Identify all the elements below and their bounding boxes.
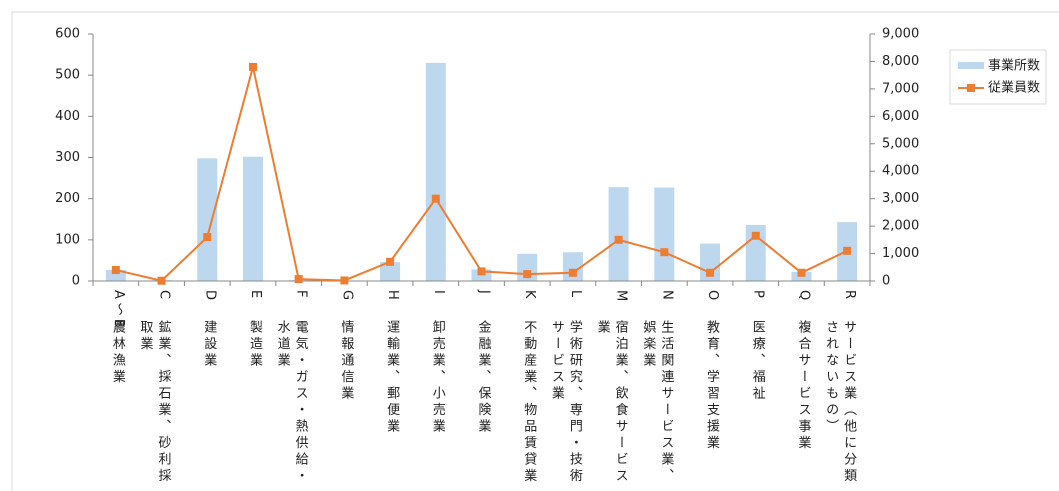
category-label: O xyxy=(705,290,721,304)
legend-marker xyxy=(967,84,975,92)
category-description: 製造業 xyxy=(246,320,262,370)
category-description: 建設業 xyxy=(201,320,217,370)
bar xyxy=(197,158,218,281)
y2-tick-label: 4,000 xyxy=(882,164,919,179)
category-label: C xyxy=(156,290,172,303)
legend-box xyxy=(949,49,1047,105)
category-description: 宿泊業、飲食サービス業 xyxy=(594,320,628,485)
line-marker xyxy=(751,231,760,240)
y-tick-label: 0 xyxy=(72,274,80,289)
category-description: 鉱業、採石業、砂利採取業 xyxy=(137,320,171,485)
bar xyxy=(654,187,675,281)
y-tick-label: 600 xyxy=(55,27,80,42)
y2-tick-label: 3,000 xyxy=(882,191,919,206)
bar xyxy=(700,243,721,281)
category-label: L xyxy=(567,290,583,301)
line-marker xyxy=(248,62,257,71)
y-tick-label: 400 xyxy=(55,109,80,124)
category-label: D xyxy=(202,290,218,304)
category-description: 学術研究、専門・技術サービス業 xyxy=(548,320,582,485)
line-marker xyxy=(843,246,852,255)
y2-tick-label: 9,000 xyxy=(882,27,919,42)
category-description: サービス業（他に分類されないもの） xyxy=(823,320,857,485)
bar xyxy=(242,156,263,281)
line-marker xyxy=(523,270,532,279)
category-label: A～B xyxy=(110,290,126,332)
category-label: I xyxy=(430,290,446,298)
bar xyxy=(105,269,126,281)
category-label: P xyxy=(750,290,766,302)
category-label: F xyxy=(293,290,309,301)
bar xyxy=(608,187,629,281)
bar xyxy=(380,262,401,281)
y-tick-label: 500 xyxy=(55,68,80,83)
category-description: 運輸業、郵便業 xyxy=(384,320,400,436)
category-description: 複合サービス事業 xyxy=(795,320,811,452)
line xyxy=(115,66,848,282)
category-label: R xyxy=(842,290,858,303)
y2-tick-label: 2,000 xyxy=(882,219,919,234)
legend-swatch xyxy=(958,62,984,69)
category-label: M xyxy=(613,290,629,305)
line-marker xyxy=(706,268,715,277)
category-label: N xyxy=(659,290,675,304)
line-marker xyxy=(203,233,212,242)
category-description: 医療、福祉 xyxy=(749,320,765,403)
line-marker xyxy=(294,275,303,284)
category-description: 情報通信業 xyxy=(338,320,354,403)
legend-label: 事業所数 xyxy=(988,58,1040,74)
bar xyxy=(425,62,446,281)
category-label: G xyxy=(339,290,355,304)
y-tick-label: 200 xyxy=(55,191,80,206)
line-marker xyxy=(111,266,120,275)
category-label: J xyxy=(476,290,492,298)
category-description: 生活関連サービス業、娯楽業 xyxy=(640,320,674,485)
line-marker xyxy=(477,267,486,276)
line-marker xyxy=(568,268,577,277)
legend-label: 従業員数 xyxy=(988,80,1040,96)
y2-tick-label: 5,000 xyxy=(882,136,919,151)
y-tick-label: 100 xyxy=(55,232,80,247)
category-description: 不動産業、物品賃貸業 xyxy=(521,320,537,485)
y2-tick-label: 0 xyxy=(882,274,890,289)
category-label: Q xyxy=(796,290,812,304)
category-description: 農林漁業 xyxy=(109,320,125,386)
category-label: E xyxy=(247,290,263,302)
y2-tick-label: 7,000 xyxy=(882,81,919,96)
category-description: 教育、学習支援業 xyxy=(704,320,720,452)
category-description: 金融業、保険業 xyxy=(475,320,491,436)
category-label: H xyxy=(385,290,401,304)
line-marker xyxy=(660,248,669,257)
y2-tick-label: 6,000 xyxy=(882,109,919,124)
line-marker xyxy=(157,276,166,285)
y2-tick-label: 8,000 xyxy=(882,54,919,69)
line-marker xyxy=(797,268,806,277)
line-marker xyxy=(614,235,623,244)
chart-border xyxy=(11,11,1059,491)
y-tick-label: 300 xyxy=(55,150,80,165)
y2-tick-label: 1,000 xyxy=(882,246,919,261)
category-description: 卸売業、小売業 xyxy=(429,320,445,436)
category-description: 電気・ガス・熱供給・水道業 xyxy=(274,320,308,485)
line-marker xyxy=(386,257,395,266)
line-marker xyxy=(431,194,440,203)
line-marker xyxy=(340,276,349,285)
category-label: K xyxy=(522,290,538,303)
